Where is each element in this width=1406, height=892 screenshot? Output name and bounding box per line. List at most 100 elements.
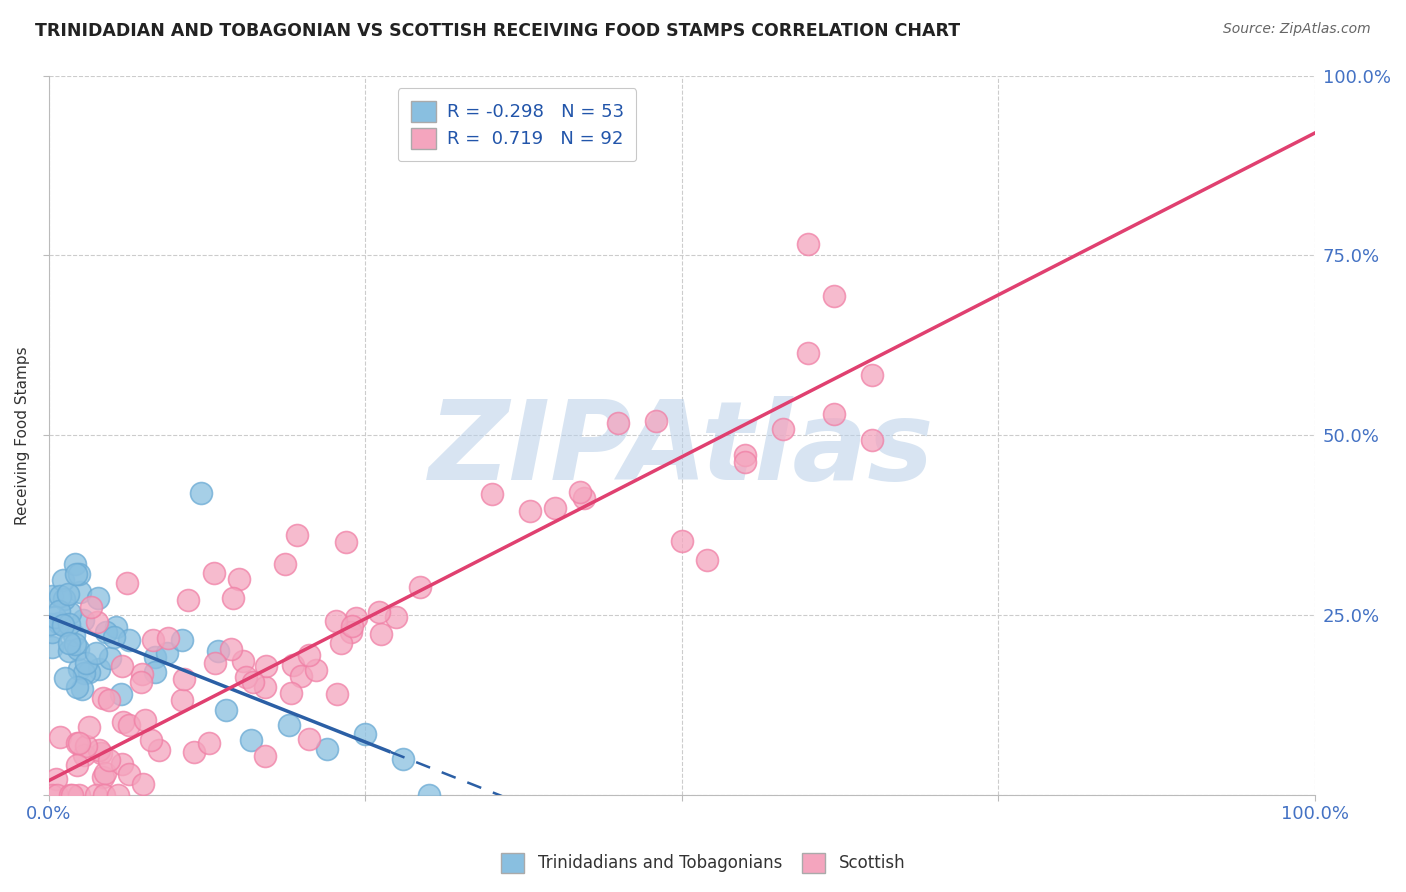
Legend: R = -0.298   N = 53, R =  0.719   N = 92: R = -0.298 N = 53, R = 0.719 N = 92 <box>398 88 637 161</box>
Point <box>65 637 87 651</box>
Point <box>139 732 162 747</box>
Point <box>170 692 193 706</box>
Point <box>273 558 295 572</box>
Point <box>240 733 263 747</box>
Point <box>131 667 153 681</box>
Point <box>797 237 820 252</box>
Point <box>671 534 693 549</box>
Point <box>65 557 87 571</box>
Point <box>325 614 347 628</box>
Point <box>52 618 75 632</box>
Point <box>253 748 276 763</box>
Point <box>278 718 301 732</box>
Point <box>157 631 180 645</box>
Point <box>94 625 117 640</box>
Point <box>173 672 195 686</box>
Point <box>198 736 221 750</box>
Point <box>242 674 264 689</box>
Point <box>118 633 141 648</box>
Point <box>207 644 229 658</box>
Point <box>330 636 353 650</box>
Point <box>143 665 166 680</box>
Point <box>66 642 89 657</box>
Point <box>142 632 165 647</box>
Point <box>110 687 132 701</box>
Point <box>41 640 63 654</box>
Point <box>44 610 66 624</box>
Point <box>215 703 238 717</box>
Point <box>326 687 349 701</box>
Point <box>107 788 129 802</box>
Point <box>112 715 135 730</box>
Text: ZIPAtlas: ZIPAtlas <box>429 396 935 503</box>
Point <box>118 718 141 732</box>
Point <box>70 682 93 697</box>
Point <box>305 663 328 677</box>
Point <box>183 745 205 759</box>
Point <box>97 693 120 707</box>
Point <box>340 625 363 640</box>
Point <box>354 727 377 741</box>
Point <box>69 584 91 599</box>
Point <box>115 575 138 590</box>
Point <box>280 686 302 700</box>
Point <box>131 777 153 791</box>
Point <box>734 455 756 469</box>
Point <box>254 681 277 695</box>
Point <box>481 487 503 501</box>
Point <box>409 581 432 595</box>
Point <box>569 484 592 499</box>
Point <box>797 345 820 359</box>
Point <box>67 736 90 750</box>
Point <box>66 736 89 750</box>
Point <box>59 788 82 802</box>
Point <box>66 680 89 694</box>
Point <box>73 665 96 680</box>
Y-axis label: Receiving Food Stamps: Receiving Food Stamps <box>15 346 30 524</box>
Point <box>290 669 312 683</box>
Text: TRINIDADIAN AND TOBAGONIAN VS SCOTTISH RECEIVING FOOD STAMPS CORRELATION CHART: TRINIDADIAN AND TOBAGONIAN VS SCOTTISH R… <box>35 22 960 40</box>
Point <box>385 610 408 624</box>
Point <box>544 501 567 516</box>
Point <box>111 756 134 771</box>
Point <box>232 654 254 668</box>
Point <box>607 416 630 430</box>
Point <box>392 752 415 766</box>
Point <box>67 566 90 581</box>
Point <box>228 572 250 586</box>
Point <box>98 650 121 665</box>
Point <box>49 590 72 604</box>
Point <box>156 646 179 660</box>
Point <box>202 566 225 580</box>
Point <box>58 636 80 650</box>
Point <box>39 616 62 631</box>
Point <box>75 656 97 670</box>
Point <box>219 641 242 656</box>
Point <box>41 624 63 639</box>
Point <box>572 491 595 505</box>
Point <box>60 788 83 802</box>
Point <box>340 619 363 633</box>
Point <box>84 788 107 802</box>
Point <box>93 788 115 802</box>
Point <box>734 448 756 462</box>
Point <box>298 731 321 746</box>
Point <box>87 591 110 605</box>
Point <box>77 719 100 733</box>
Point <box>696 552 718 566</box>
Point <box>98 753 121 767</box>
Point <box>66 757 89 772</box>
Point <box>177 593 200 607</box>
Point <box>89 662 111 676</box>
Point <box>143 650 166 665</box>
Point <box>41 589 63 603</box>
Point <box>56 587 79 601</box>
Point <box>190 486 212 500</box>
Point <box>111 659 134 673</box>
Text: Source: ZipAtlas.com: Source: ZipAtlas.com <box>1223 22 1371 37</box>
Point <box>823 288 845 302</box>
Point <box>104 619 127 633</box>
Point <box>52 592 75 607</box>
Point <box>860 368 883 382</box>
Point <box>148 743 170 757</box>
